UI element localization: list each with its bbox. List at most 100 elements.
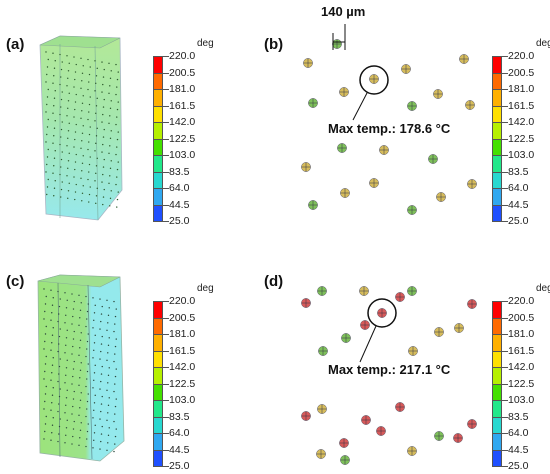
grid-dot (116, 146, 118, 148)
colorbar-tick-label: 44.5 (169, 443, 190, 456)
grid-dot (57, 290, 59, 293)
colorbar-tick (163, 383, 169, 385)
grid-dot (58, 335, 61, 338)
grid-dot (59, 358, 61, 360)
grid-dot (78, 444, 80, 446)
grid-dot (65, 434, 67, 436)
grid-dot (65, 367, 68, 369)
grid-dot (67, 167, 69, 169)
grid-dot (85, 325, 87, 328)
particle-sphere (428, 154, 438, 164)
panel-d: (d) Max temp.: 217.1 °C (264, 237, 550, 474)
grid-dot (92, 447, 94, 449)
grid-dot (94, 394, 96, 397)
grid-dot (88, 163, 91, 166)
particle-sphere (459, 54, 469, 64)
particle-sphere (301, 162, 311, 172)
grid-dot (72, 368, 75, 370)
grid-dot (114, 405, 117, 408)
grid-dot (60, 188, 63, 191)
grid-dot (59, 143, 61, 146)
grid-dot (85, 415, 87, 418)
grid-dot (45, 171, 47, 173)
colorbar-tick (163, 122, 169, 123)
panel-label-d: (d) (264, 273, 284, 290)
grid-dot (54, 60, 56, 62)
particle-sphere (434, 431, 444, 441)
grid-dot (64, 412, 66, 414)
grid-dot (81, 170, 83, 172)
grid-dot (46, 66, 49, 68)
grid-dot (110, 190, 112, 192)
colorbar-tick (163, 317, 169, 319)
colorbar-tick-label: 83.5 (508, 165, 529, 178)
grid-dot (93, 379, 95, 382)
grid-dot (108, 122, 110, 125)
grid-dot (52, 142, 54, 144)
grid-dot (113, 330, 115, 333)
grid-dot (101, 61, 103, 63)
grid-dot (60, 106, 62, 108)
particle-sphere (340, 455, 350, 465)
grid-dot (94, 120, 96, 122)
particle-sphere (340, 188, 350, 198)
colorbar-tick-label: 64.0 (169, 182, 190, 194)
grid-dot (88, 201, 90, 203)
grid-dot (61, 61, 63, 63)
grid-dot (43, 288, 45, 290)
colorbar-swatch (153, 105, 163, 123)
colorbar-tick-label: 161.5 (169, 344, 196, 357)
grid-dot (81, 162, 84, 164)
grid-dot (108, 62, 110, 65)
grid-dot (85, 445, 87, 448)
particle-sphere (317, 286, 327, 296)
grid-dot (86, 348, 88, 350)
particle-sphere (377, 308, 387, 318)
grid-dot (88, 141, 90, 143)
colorbar-swatch (492, 56, 502, 74)
colorbar-swatch (492, 367, 502, 385)
grid-dot (45, 111, 47, 113)
grid-dot (47, 178, 49, 181)
colorbar-tick-label: 161.5 (508, 99, 535, 112)
colorbar-tick-label: 220.0 (169, 295, 196, 307)
grid-dot (87, 423, 89, 425)
grid-dot (80, 57, 82, 59)
grid-dot (58, 305, 61, 308)
colorbar-tick-label: 200.5 (508, 66, 535, 79)
colorbar-tick (502, 155, 508, 156)
grid-dot (100, 380, 102, 383)
grid-dot (99, 418, 101, 420)
grid-dot (110, 130, 112, 132)
grid-dot (68, 92, 70, 94)
grid-dot (89, 156, 91, 158)
grid-dot (73, 56, 75, 58)
grid-dot (73, 176, 75, 178)
colorbar-swatch (492, 138, 502, 156)
grid-dot (52, 172, 54, 174)
grid-dot (107, 404, 110, 407)
particle-sphere (436, 192, 446, 202)
colorbar-swatch (492, 105, 502, 123)
grid-dot (95, 202, 97, 205)
grid-dot (94, 150, 96, 152)
grid-dot (51, 424, 54, 426)
colorbar-tick-label: 64.0 (508, 427, 529, 439)
colorbar-tick-label: 103.0 (169, 394, 196, 406)
grid-dot (96, 67, 98, 70)
grid-dot (101, 365, 103, 368)
grid-dot (71, 353, 73, 355)
colorbar-tick (502, 466, 508, 467)
grid-dot (66, 329, 68, 331)
grid-dot (79, 377, 81, 379)
grid-dot (85, 355, 87, 358)
grid-dot (92, 357, 94, 359)
grid-dot (68, 182, 70, 184)
colorbar-swatch (492, 188, 502, 206)
grid-dot (59, 328, 61, 330)
grid-dot (72, 375, 74, 378)
grid-dot (72, 435, 74, 438)
grid-dot (67, 197, 69, 199)
grid-dot (102, 166, 105, 168)
colorbar-tick-label: 200.5 (169, 311, 196, 324)
